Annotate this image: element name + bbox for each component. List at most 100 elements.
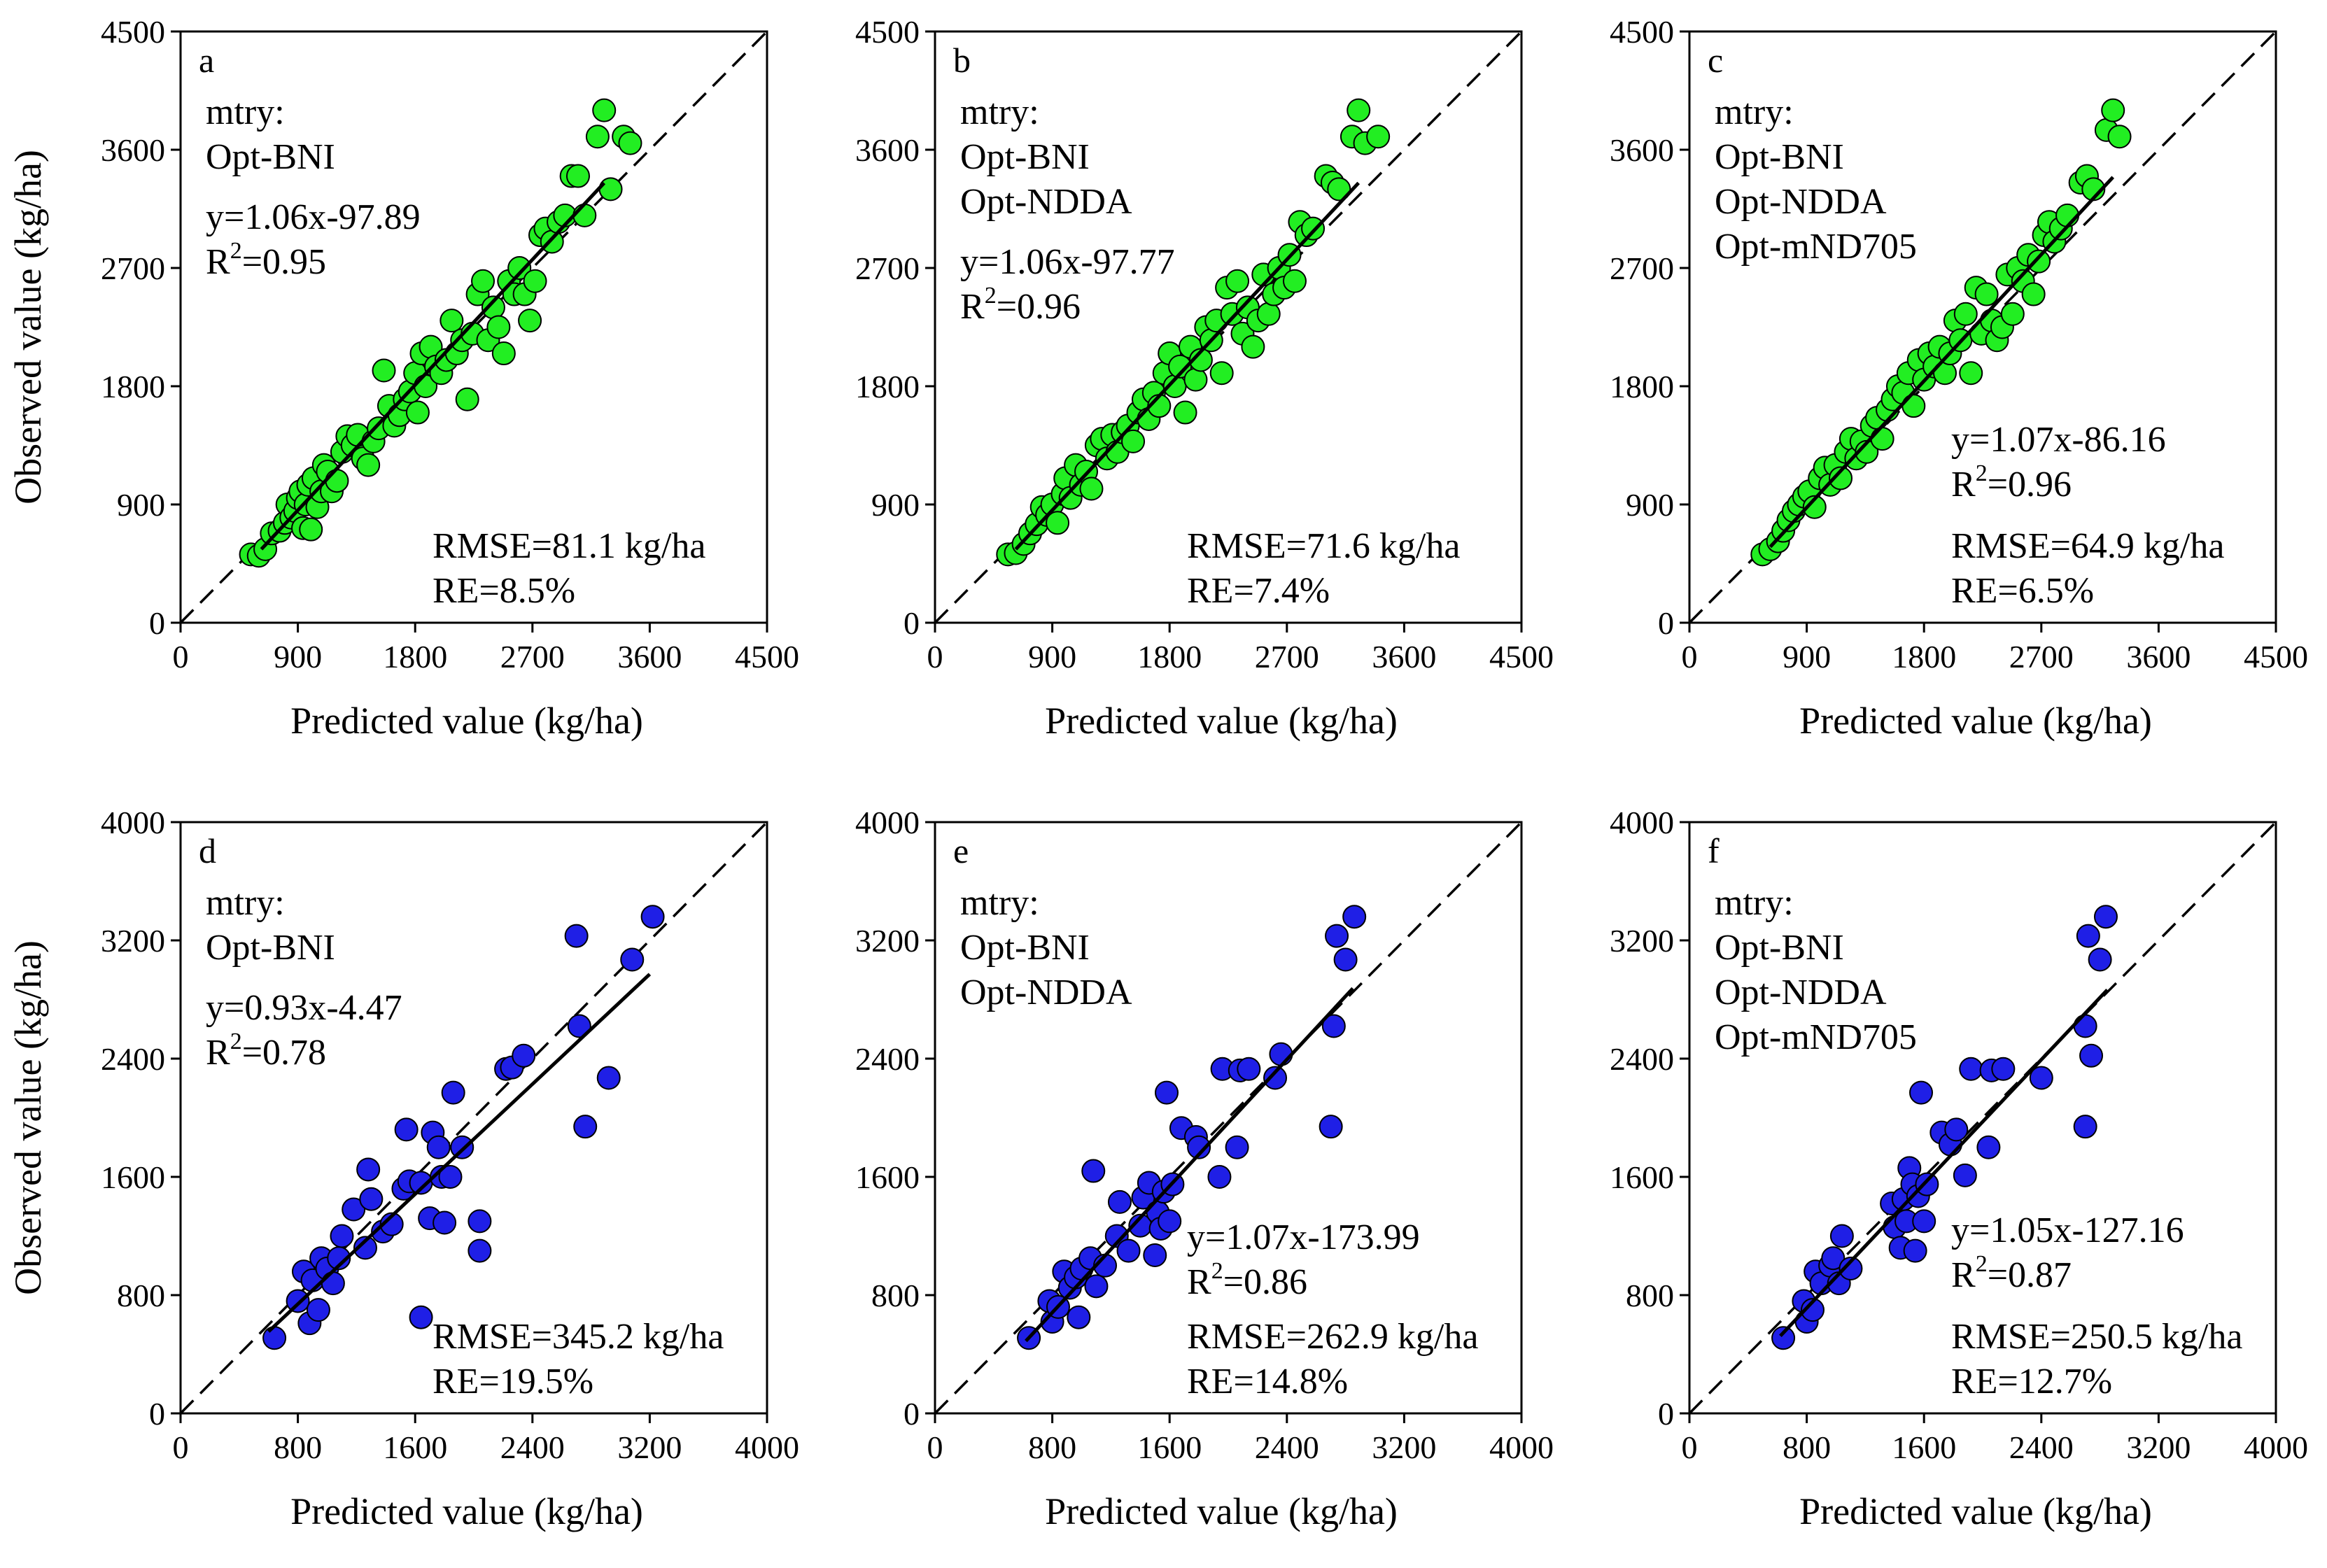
data-point bbox=[1067, 1305, 1091, 1329]
data-point bbox=[486, 315, 511, 339]
panel-d: 0 800 1600 2400 3200 4000 0 800 1600 2400 3200 4000… bbox=[7, 805, 799, 1532]
x-tick-label: 4500 bbox=[1489, 639, 1554, 674]
r-squared-value: =0.78 bbox=[242, 1033, 326, 1073]
r-squared-value: =0.96 bbox=[1988, 465, 2072, 504]
y-tick-label: 4500 bbox=[855, 14, 920, 50]
panel-letter: d bbox=[199, 831, 216, 870]
r-squared: R2=0.87 bbox=[1951, 1251, 2072, 1295]
x-tick-label: 1800 bbox=[1137, 639, 1202, 674]
regression-line bbox=[267, 973, 652, 1333]
r-squared-superscript: 2 bbox=[230, 238, 242, 264]
data-point bbox=[573, 1115, 598, 1139]
data-point bbox=[1207, 1165, 1232, 1189]
data-point bbox=[1959, 1057, 1983, 1081]
mtry-title: mtry: bbox=[960, 92, 1039, 132]
data-point bbox=[440, 309, 464, 333]
re-label: RE=12.7% bbox=[1951, 1362, 2112, 1401]
rmse-label: RMSE=345.2 kg/ha bbox=[433, 1317, 724, 1357]
x-axis-title: Predicted value (kg/ha) bbox=[290, 700, 643, 742]
regression-equation: y=1.07x-173.99 bbox=[1187, 1217, 1420, 1257]
data-point bbox=[1237, 1057, 1261, 1081]
data-point bbox=[306, 1298, 330, 1322]
x-tick-label: 2400 bbox=[500, 1429, 565, 1465]
data-point bbox=[1912, 1209, 1936, 1234]
data-point bbox=[467, 1238, 492, 1263]
x-axis-title: Predicted value (kg/ha) bbox=[1045, 1490, 1398, 1532]
y-tick-label: 900 bbox=[1626, 487, 1674, 523]
data-point bbox=[1953, 302, 1978, 326]
mtry-variable: Opt-NDDA bbox=[960, 182, 1132, 222]
r-squared: R2=0.86 bbox=[1187, 1258, 1307, 1302]
y-tick-label: 4500 bbox=[1610, 14, 1674, 50]
y-tick-label: 3200 bbox=[855, 923, 920, 959]
data-point bbox=[2073, 1014, 2097, 1038]
r-squared-symbol: R bbox=[1951, 1255, 1976, 1295]
data-point bbox=[1256, 302, 1281, 326]
data-point bbox=[512, 1043, 536, 1068]
data-point bbox=[262, 1326, 287, 1350]
data-point bbox=[572, 203, 597, 227]
data-point bbox=[1116, 1238, 1141, 1263]
data-point bbox=[450, 1135, 474, 1159]
y-tick-label: 800 bbox=[117, 1278, 165, 1313]
x-tick-label: 900 bbox=[1783, 639, 1831, 674]
x-tick-label: 2400 bbox=[2009, 1429, 2074, 1465]
regression-line bbox=[1025, 987, 1354, 1343]
data-point bbox=[379, 1212, 404, 1236]
regression-equation: y=0.93x-4.47 bbox=[206, 988, 402, 1028]
data-point bbox=[567, 1014, 591, 1038]
mtry-variable: Opt-BNI bbox=[206, 928, 335, 968]
data-point bbox=[1084, 1274, 1109, 1299]
data-point bbox=[1974, 282, 1999, 306]
regression-line bbox=[1769, 176, 2115, 549]
plot-frame bbox=[934, 821, 1523, 1415]
r-squared: R2=0.78 bbox=[206, 1029, 326, 1073]
y-tick-label: 3600 bbox=[101, 132, 165, 168]
data-point bbox=[596, 1066, 621, 1090]
data-point bbox=[1046, 511, 1070, 535]
data-point bbox=[455, 387, 479, 411]
data-point bbox=[405, 400, 430, 425]
data-point bbox=[1081, 1159, 1106, 1183]
data-point bbox=[1802, 495, 1827, 519]
data-point bbox=[1800, 1298, 1825, 1322]
data-point bbox=[433, 1210, 457, 1235]
x-tick-label: 900 bbox=[1028, 639, 1076, 674]
re-label: RE=8.5% bbox=[433, 571, 575, 611]
y-tick-label: 0 bbox=[904, 1396, 920, 1432]
y-tick-label: 2700 bbox=[855, 250, 920, 286]
x-tick-label: 4000 bbox=[1489, 1429, 1554, 1465]
data-point bbox=[1991, 1057, 2016, 1081]
y-tick-label: 1600 bbox=[101, 1159, 165, 1195]
data-point bbox=[1915, 1172, 1939, 1196]
data-point bbox=[2027, 249, 2051, 274]
data-point bbox=[1269, 1042, 1293, 1066]
mtry-variable: Opt-mND705 bbox=[1715, 227, 1917, 267]
re-label: RE=19.5% bbox=[433, 1362, 593, 1401]
data-layer bbox=[1689, 31, 2276, 623]
data-point bbox=[1209, 361, 1234, 386]
data-point bbox=[1173, 400, 1197, 425]
r-squared-value: =0.95 bbox=[242, 242, 326, 282]
mtry-title: mtry: bbox=[206, 92, 285, 132]
data-point bbox=[507, 256, 532, 280]
data-point bbox=[2000, 302, 2025, 326]
mtry-title: mtry: bbox=[960, 883, 1039, 923]
data-point bbox=[1839, 1256, 1863, 1280]
r-squared-value: =0.96 bbox=[997, 287, 1081, 327]
y-tick-label: 4000 bbox=[1610, 805, 1674, 840]
regression-equation: y=1.06x-97.89 bbox=[206, 197, 421, 237]
data-point bbox=[1342, 905, 1367, 929]
y-tick-label: 2400 bbox=[1610, 1041, 1674, 1077]
x-tick-label: 800 bbox=[1783, 1429, 1831, 1465]
x-tick-label: 900 bbox=[274, 639, 322, 674]
x-tick-label: 1800 bbox=[383, 639, 447, 674]
data-point bbox=[330, 1224, 354, 1248]
data-point bbox=[1225, 1135, 1249, 1159]
r-squared-symbol: R bbox=[1187, 1262, 1211, 1302]
panel-c: 0 900 1800 2700 3600 4500 0 900 1800 2700 3600 4500… bbox=[1610, 14, 2308, 742]
data-point bbox=[1903, 1238, 1927, 1263]
mtry-variable: Opt-mND705 bbox=[1715, 1017, 1917, 1057]
mtry-title: mtry: bbox=[1715, 883, 1794, 923]
x-axis-title: Predicted value (kg/ha) bbox=[1045, 700, 1398, 742]
